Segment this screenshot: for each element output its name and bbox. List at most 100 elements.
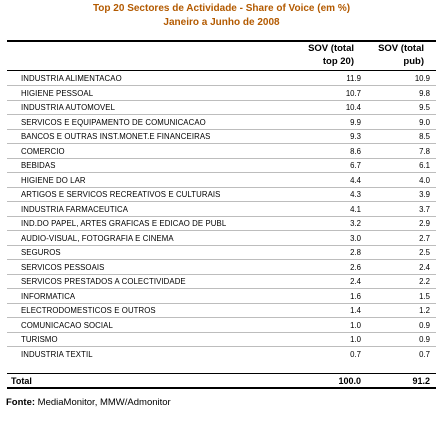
row-separator: [7, 244, 436, 246]
sov-pub-value: 9.0: [419, 117, 430, 127]
sov-top20-value: 10.4: [345, 103, 361, 112]
table-row: BANCOS E OUTRAS INST.MONET.E FINANCEIRAS…: [7, 131, 436, 142]
row-separator: [7, 85, 436, 86]
sov-top20-value: 10.7: [345, 88, 361, 98]
sov-top20-value: 6.7: [350, 161, 361, 170]
sov-pub-value: 10.9: [414, 74, 430, 83]
sector-name: SERVICOS PRESTADOS A COLECTIVIDADE: [21, 277, 186, 286]
sov-top20-value: 0.7: [350, 349, 361, 359]
sector-name: BEBIDAS: [21, 161, 56, 170]
sov-pub-value: 0.9: [419, 335, 430, 344]
sov-pub-value: 3.9: [419, 190, 430, 199]
sov-pub-value: 9.5: [419, 103, 430, 112]
sov-top20-value: 4.1: [350, 204, 361, 214]
total-bottom-rule: [7, 387, 436, 389]
sov-top20-value: 4.3: [350, 190, 361, 199]
row-separator: [7, 302, 436, 304]
sov-pub-value: 0.9: [419, 320, 430, 330]
table-row: INDUSTRIA ALIMENTACAO 11.9 10.9: [7, 73, 436, 84]
row-separator: [7, 99, 436, 101]
sector-name: ELECTRODOMESTICOS E OUTROS: [21, 306, 156, 315]
row-separator: [7, 201, 436, 202]
table-row: ARTIGOS E SERVICOS RECREATIVOS E CULTURA…: [7, 189, 436, 200]
total-label: Total: [11, 376, 32, 386]
sov-pub-value: 1.2: [419, 306, 430, 315]
total-sov-pub: 91.2: [412, 376, 430, 386]
sov-pub-value: 2.9: [419, 219, 430, 228]
sector-name: INDUSTRIA TEXTIL: [21, 349, 93, 359]
table-row: ELECTRODOMESTICOS E OUTROS 1.4 1.2: [7, 305, 436, 316]
column-header-sov-top20: SOV (total top 20): [302, 42, 354, 68]
source-note: Fonte: MediaMonitor, MMW/Admonitor: [6, 397, 171, 409]
column-header-sov-pub-line2: pub): [403, 56, 424, 67]
sov-pub-value: 7.8: [419, 146, 430, 156]
source-label: Fonte:: [6, 397, 36, 408]
sector-name: INDUSTRIA ALIMENTACAO: [21, 74, 122, 83]
column-header-sov-top20-line1: SOV (total: [308, 43, 354, 54]
sov-pub-value: 8.5: [419, 132, 430, 141]
total-top-rule: [7, 373, 436, 374]
sector-name: SERVICOS PESSOAIS: [21, 262, 105, 272]
table-row: SERVICOS PESSOAIS 2.6 2.4: [7, 262, 436, 273]
table-title: Top 20 Sectores de Actividade - Share of…: [92, 3, 351, 14]
sector-name: ARTIGOS E SERVICOS RECREATIVOS E CULTURA…: [21, 190, 221, 199]
sov-pub-value: 2.4: [419, 262, 430, 272]
row-separator: [7, 317, 436, 318]
sov-pub-value: 2.5: [419, 248, 430, 257]
table-row: INDUSTRIA AUTOMOVEL 10.4 9.5: [7, 102, 436, 113]
table-row: BEBIDAS 6.7 6.1: [7, 160, 436, 171]
sov-top20-value: 4.4: [350, 175, 361, 185]
source-text: MediaMonitor, MMW/Admonitor: [37, 397, 171, 408]
sector-name: SERVICOS E EQUIPAMENTO DE COMUNICACAO: [21, 117, 206, 127]
sov-top20-value: 11.9: [346, 74, 361, 83]
sector-name: INFORMATICA: [21, 291, 76, 301]
table-row: HIGIENE PESSOAL 10.7 9.8: [7, 88, 436, 99]
sov-pub-value: 2.7: [419, 233, 430, 243]
sector-name: BANCOS E OUTRAS INST.MONET.E FINANCEIRAS: [21, 132, 211, 141]
header-bottom-rule: [7, 70, 436, 71]
table-subtitle: Janeiro a Junho de 2008: [163, 17, 280, 28]
sov-top20-value: 2.4: [350, 277, 361, 286]
row-separator: [7, 143, 436, 144]
sector-name: IND.DO PAPEL, ARTES GRAFICAS E EDICAO DE…: [21, 219, 227, 228]
row-separator: [7, 186, 436, 188]
sov-top20-value: 2.8: [350, 248, 361, 257]
table-row: IND.DO PAPEL, ARTES GRAFICAS E EDICAO DE…: [7, 218, 436, 229]
column-header-sov-pub-line1: SOV (total: [378, 43, 424, 54]
sov-top20-value: 1.4: [350, 306, 361, 315]
row-separator: [7, 128, 436, 130]
sov-pub-value: 4.0: [419, 175, 430, 185]
table-row: COMERCIO 8.6 7.8: [7, 146, 436, 157]
table-row: INDUSTRIA TEXTIL 0.7 0.7: [7, 349, 436, 360]
sov-top20-value: 1.0: [350, 335, 361, 344]
table-row: HIGIENE DO LAR 4.4 4.0: [7, 175, 436, 186]
header-top-rule: [7, 40, 436, 42]
sov-top20-value: 3.2: [350, 219, 361, 228]
row-separator: [7, 157, 436, 159]
row-separator: [7, 215, 436, 217]
table-row: INDUSTRIA FARMACEUTICA 4.1 3.7: [7, 204, 436, 215]
table-row: AUDIO-VISUAL, FOTOGRAFIA E CINEMA 3.0 2.7: [7, 233, 436, 244]
table-row: SERVICOS PRESTADOS A COLECTIVIDADE 2.4 2.2: [7, 276, 436, 287]
sector-name: COMERCIO: [21, 146, 65, 156]
sector-name: SEGUROS: [21, 248, 61, 257]
table-row: SERVICOS E EQUIPAMENTO DE COMUNICACAO 9.9…: [7, 117, 436, 128]
sector-name: AUDIO-VISUAL, FOTOGRAFIA E CINEMA: [21, 233, 174, 243]
table-row: TURISMO 1.0 0.9: [7, 334, 436, 345]
sov-top20-value: 3.0: [350, 233, 361, 243]
sov-top20-value: 2.6: [350, 262, 361, 272]
sector-name: HIGIENE DO LAR: [21, 175, 86, 185]
row-separator: [7, 288, 436, 289]
sov-pub-value: 2.2: [419, 277, 430, 286]
row-separator: [7, 259, 436, 260]
sector-name: HIGIENE PESSOAL: [21, 88, 94, 98]
row-separator: [7, 230, 436, 231]
column-header-sov-pub: SOV (total pub): [366, 42, 424, 68]
sov-top20-value: 9.3: [350, 132, 361, 141]
column-header-sov-top20-line2: top 20): [322, 56, 354, 67]
total-sov-top20: 100.0: [338, 376, 361, 386]
sov-pub-value: 6.1: [419, 161, 430, 170]
sov-top20-value: 1.6: [350, 291, 361, 301]
sov-pub-value: 3.7: [419, 204, 430, 214]
sector-name: COMUNICACAO SOCIAL: [21, 320, 113, 330]
